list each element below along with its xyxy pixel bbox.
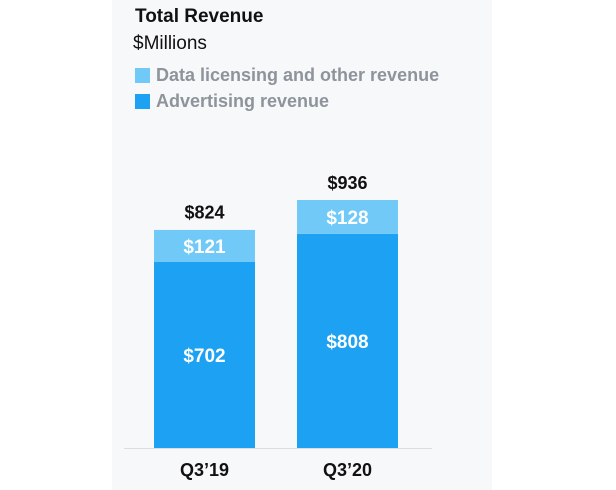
- bar-advertising-0: [154, 262, 255, 448]
- bar-label-advertising-1: $808: [326, 332, 368, 353]
- x-tick-label-0: Q3’19: [180, 460, 229, 480]
- legend-swatch-advertising: [135, 93, 150, 109]
- legend-swatch-data-licensing: [135, 67, 150, 83]
- legend-item-data-licensing: Data licensing and other revenue: [135, 62, 439, 88]
- chart-subtitle: $Millions: [133, 33, 207, 54]
- total-label-1: $936: [327, 173, 367, 193]
- bar-data-licensing-0: [154, 229, 255, 262]
- bar-data-licensing-1: [297, 200, 398, 234]
- chart-title: Total Revenue: [135, 6, 264, 27]
- total-label-0: $824: [184, 203, 224, 223]
- bar-advertising-1: [297, 233, 398, 448]
- legend-label-advertising: Advertising revenue: [156, 90, 330, 111]
- bar-label-data-licensing-1: $128: [326, 208, 368, 229]
- bar-label-data-licensing-0: $121: [183, 237, 226, 258]
- legend-label-data-licensing: Data licensing and other revenue: [156, 64, 440, 85]
- legend-item-advertising: Advertising revenue: [135, 88, 439, 114]
- legend: Data licensing and other revenue Adverti…: [135, 62, 439, 114]
- bar-label-advertising-0: $702: [183, 346, 225, 367]
- x-tick-label-1: Q3’20: [323, 460, 372, 480]
